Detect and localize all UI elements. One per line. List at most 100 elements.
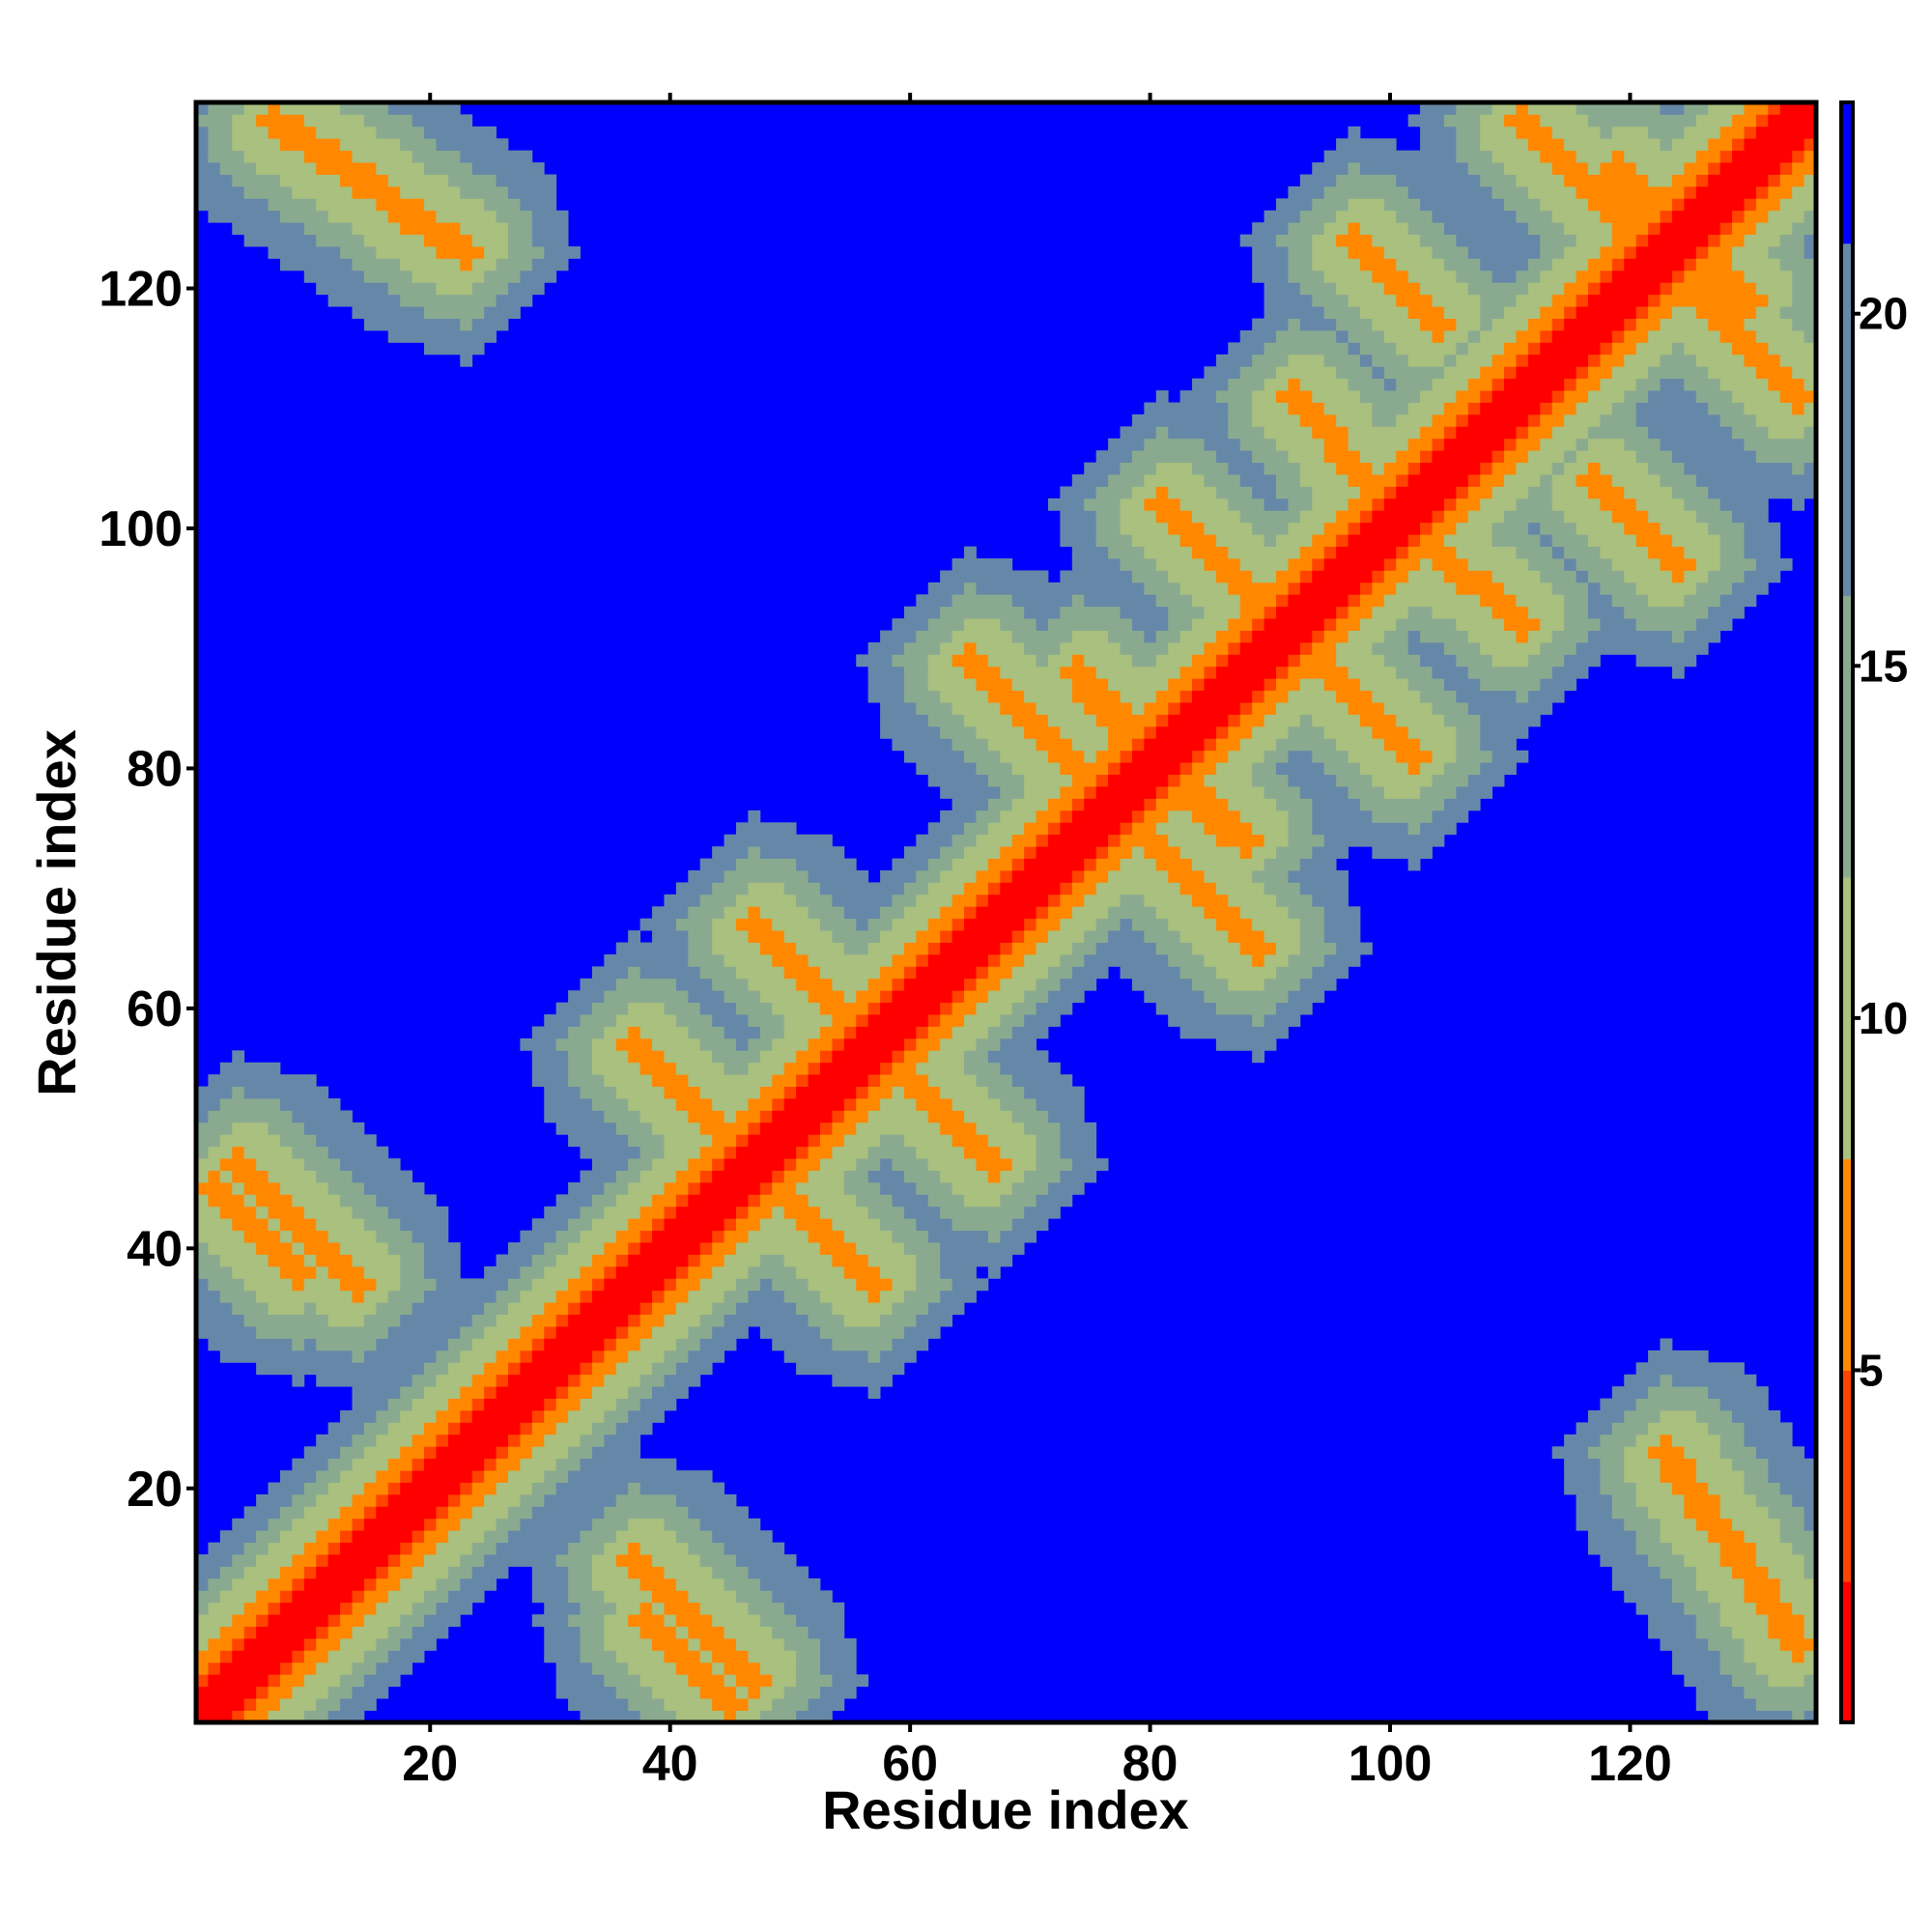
heatmap-cell	[1192, 378, 1229, 391]
heatmap-cell	[1671, 1434, 1721, 1447]
heatmap-cell	[400, 1278, 437, 1292]
heatmap-cell	[604, 1182, 629, 1195]
heatmap-cell	[352, 1206, 389, 1219]
x-axis: 20 40 60 80 100 120	[402, 93, 1672, 1792]
heatmap-cell	[699, 1002, 737, 1015]
heatmap-cell	[1671, 138, 1709, 152]
heatmap-cell	[1744, 102, 1769, 115]
heatmap-cell	[1708, 402, 1745, 415]
heatmap-cell	[484, 1398, 545, 1411]
heatmap-cell	[664, 1314, 701, 1327]
heatmap-cell	[1215, 1037, 1277, 1051]
heatmap-cell	[1684, 570, 1709, 583]
heatmap-cell	[1504, 342, 1529, 355]
heatmap-cell	[1288, 402, 1325, 415]
heatmap-cell	[1359, 798, 1445, 811]
heatmap-cell	[316, 1302, 377, 1316]
heatmap-cell	[952, 1182, 1013, 1195]
heatmap-cell	[1744, 1422, 1793, 1435]
heatmap-cell	[1312, 234, 1337, 247]
heatmap-cell	[424, 126, 497, 139]
heatmap-cell	[352, 150, 412, 163]
heatmap-cell	[1323, 558, 1385, 571]
heatmap-cell	[1131, 978, 1193, 991]
heatmap-cell	[1252, 702, 1277, 715]
heatmap-cell	[1155, 858, 1193, 871]
heatmap-cell	[1492, 270, 1517, 283]
heatmap-cell	[1660, 1338, 1673, 1351]
heatmap-cell	[196, 1218, 233, 1232]
heatmap-cell	[867, 1254, 917, 1267]
heatmap-cell	[927, 1194, 965, 1208]
heatmap-cell	[819, 918, 857, 931]
heatmap-cell	[1600, 162, 1637, 175]
heatmap-cell	[1383, 558, 1397, 571]
heatmap-cell	[243, 1278, 293, 1292]
heatmap-cell	[604, 1206, 641, 1219]
heatmap-cell	[1192, 618, 1229, 631]
heatmap-cell	[1179, 1026, 1289, 1039]
heatmap-cell	[1407, 354, 1445, 367]
heatmap-cell	[1312, 246, 1349, 259]
heatmap-cell	[1516, 594, 1565, 608]
heatmap-cell	[796, 1710, 833, 1723]
heatmap-cell	[387, 1290, 425, 1303]
heatmap-cell	[843, 1098, 857, 1111]
heatmap-cell	[1179, 630, 1217, 643]
heatmap-cell	[856, 1158, 881, 1171]
heatmap-cell	[1576, 1518, 1625, 1531]
heatmap-cell	[880, 930, 917, 943]
heatmap-cell	[759, 1278, 773, 1292]
heatmap-cell	[604, 1242, 629, 1255]
heatmap-cell	[1131, 738, 1145, 752]
heatmap-cell	[1372, 366, 1385, 380]
heatmap-cell	[1744, 402, 1793, 415]
heatmap-cell	[1060, 534, 1097, 548]
heatmap-cell	[1011, 1110, 1049, 1123]
heatmap-cell	[987, 1265, 1001, 1279]
heatmap-cell	[1755, 1493, 1793, 1507]
heatmap-cell	[724, 1290, 749, 1303]
heatmap-cell	[1024, 690, 1073, 703]
heatmap-cell	[243, 1566, 281, 1579]
heatmap-cell	[976, 1002, 1013, 1015]
heatmap-cell	[1252, 1050, 1264, 1064]
heatmap-cell	[507, 1446, 533, 1460]
heatmap-cell	[1131, 702, 1145, 715]
heatmap-cell	[843, 906, 881, 920]
heatmap-cell	[1060, 570, 1133, 583]
heatmap-cell	[903, 1037, 917, 1051]
heatmap-cell	[628, 1254, 689, 1267]
heatmap-cell	[1695, 246, 1709, 259]
heatmap-cell	[544, 1650, 581, 1663]
heatmap-cell	[783, 1014, 833, 1027]
heatmap-cell	[1480, 294, 1517, 307]
heatmap-cell	[819, 1002, 869, 1015]
heatmap-cell	[652, 1230, 713, 1243]
heatmap-cell	[1744, 198, 1757, 212]
heatmap-cell	[568, 1470, 713, 1483]
heatmap-cell	[1276, 942, 1301, 955]
heatmap-cell	[1587, 606, 1625, 619]
heatmap-cell	[1228, 725, 1253, 739]
heatmap-cell	[363, 1290, 389, 1303]
heatmap-cell	[615, 1398, 641, 1411]
heatmap-cell	[1527, 450, 1565, 464]
heatmap-cell	[1755, 366, 1793, 380]
heatmap-cell	[1732, 342, 1769, 355]
heatmap-cell	[1084, 894, 1121, 907]
heatmap-cell	[1000, 882, 1061, 895]
heatmap-cell	[1155, 1002, 1217, 1015]
heatmap-cell	[832, 1338, 893, 1351]
heatmap-cell	[196, 1710, 233, 1723]
heatmap-cell	[1576, 306, 1637, 319]
heatmap-cell	[736, 1302, 797, 1316]
heatmap-cell	[1660, 1470, 1697, 1483]
heatmap-cell	[772, 1037, 809, 1051]
heatmap-cell	[580, 1650, 617, 1663]
heatmap-cell	[903, 1134, 952, 1148]
heatmap-cell	[1456, 150, 1492, 163]
heatmap-cell	[952, 834, 977, 847]
heatmap-cell	[196, 126, 209, 139]
heatmap-cell	[1695, 1410, 1733, 1423]
